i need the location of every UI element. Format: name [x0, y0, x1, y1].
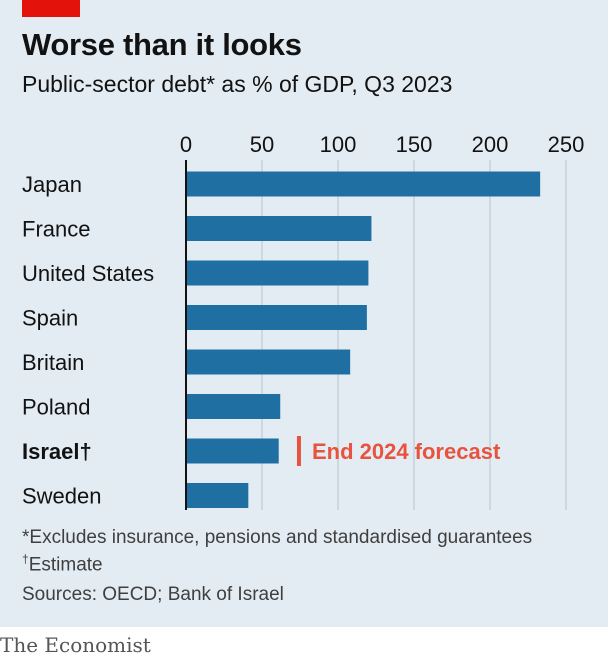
- bar: [186, 349, 351, 375]
- chart-title: Worse than it looks: [22, 27, 302, 62]
- x-tick-label: 0: [180, 132, 192, 157]
- x-tick-label: 150: [396, 132, 433, 157]
- category-label: Poland: [22, 395, 91, 420]
- category-label: France: [22, 217, 90, 242]
- bar: [186, 483, 249, 508]
- sources-note: Sources: OECD; Bank of Israel: [22, 584, 284, 605]
- brand-red-tab: [22, 0, 80, 17]
- x-tick-label: 100: [320, 132, 357, 157]
- x-tick-label: 200: [472, 132, 509, 157]
- x-tick-label: 250: [548, 132, 585, 157]
- category-label: Spain: [22, 306, 78, 331]
- economist-logo-text: The Economist: [0, 633, 151, 657]
- bar-chart: 0 50 100 150 200 250 Japan France United States S…: [22, 132, 585, 510]
- category-label: Britain: [22, 350, 84, 375]
- category-label: Japan: [22, 172, 82, 197]
- chart-subtitle: Public-sector debt* as % of GDP, Q3 2023: [22, 71, 453, 97]
- bar: [186, 171, 541, 197]
- category-label: United States: [22, 261, 154, 286]
- category-label: Sweden: [22, 484, 102, 509]
- dagger-mark: †: [22, 552, 29, 566]
- bar: [186, 216, 372, 241]
- estimate-text: Estimate: [28, 554, 103, 576]
- x-tick-label: 50: [250, 132, 274, 157]
- bar: [186, 394, 281, 419]
- bar: [186, 260, 369, 286]
- forecast-marker: [296, 436, 301, 466]
- forecast-label: End 2024 forecast: [312, 439, 501, 464]
- footnote-estimate: †Estimate: [22, 552, 103, 576]
- footnote-excludes: *Excludes insurance, pensions and standa…: [22, 527, 533, 548]
- category-label: Israel†: [22, 439, 92, 464]
- bar: [186, 305, 367, 330]
- bar: [186, 438, 279, 464]
